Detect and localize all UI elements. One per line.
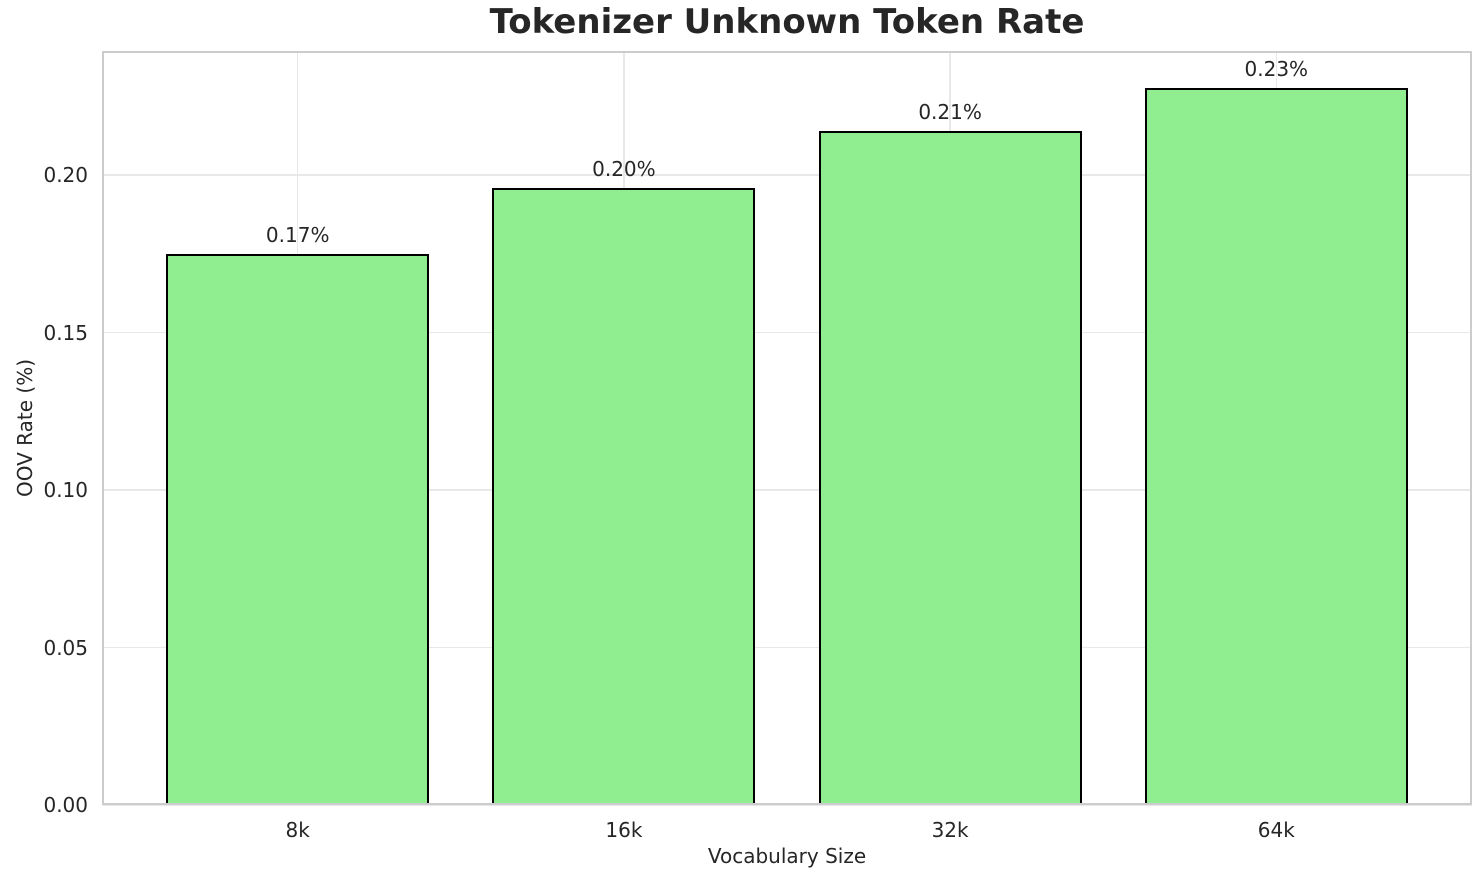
bar-value-label: 0.23% <box>1244 57 1309 81</box>
gridline-y <box>102 489 1472 491</box>
x-tick-label: 64k <box>1257 818 1295 842</box>
y-tick-label: 0.20 <box>43 163 88 188</box>
chart-title: Tokenizer Unknown Token Rate <box>489 2 1085 42</box>
x-tick-label: 16k <box>605 818 643 842</box>
gridline-y <box>102 331 1472 334</box>
gridline-y <box>102 646 1472 649</box>
y-tick-label: 0.15 <box>43 320 88 345</box>
gridline-y <box>102 174 1472 176</box>
x-tick-label: 8k <box>285 818 310 842</box>
x-axis-label: Vocabulary Size <box>707 844 867 868</box>
x-tick-label: 32k <box>931 818 969 842</box>
y-axis-label: OOV Rate (%) <box>13 359 37 497</box>
y-tick-label: 0.10 <box>43 478 88 503</box>
bar-8k <box>166 254 430 805</box>
bar-32k <box>818 131 1082 805</box>
y-tick-label: 0.00 <box>43 793 88 817</box>
bar-16k <box>492 188 756 805</box>
bar-64k <box>1144 88 1408 805</box>
bar-value-label: 0.17% <box>265 223 330 247</box>
gridline-y <box>102 804 1472 806</box>
y-tick-label: 0.05 <box>43 635 88 660</box>
bar-value-label: 0.20% <box>592 157 656 181</box>
plot-area: 0.17% 0.20% 0.21% 0.23% <box>102 51 1472 806</box>
bar-value-label: 0.21% <box>918 100 982 124</box>
